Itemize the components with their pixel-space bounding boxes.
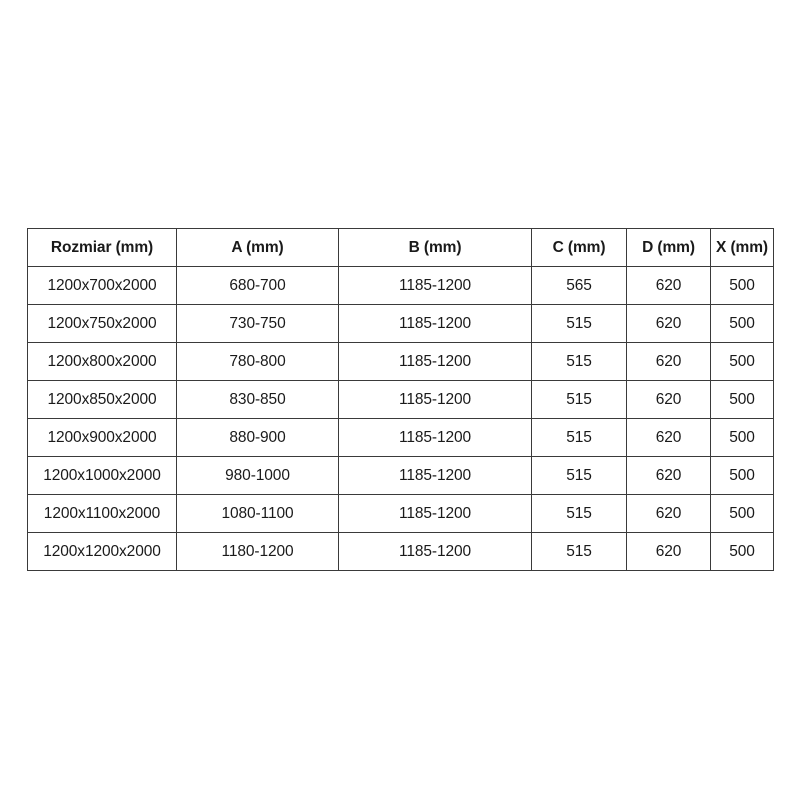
cell-c: 515 <box>531 342 627 381</box>
cell-a: 680-700 <box>176 266 339 305</box>
cell-d: 620 <box>626 532 711 571</box>
cell-x: 500 <box>710 266 774 305</box>
cell-size: 1200x750x2000 <box>27 304 177 343</box>
cell-b: 1185-1200 <box>338 494 532 533</box>
cell-d: 620 <box>626 418 711 457</box>
cell-size: 1200x1100x2000 <box>27 494 177 533</box>
cell-c: 565 <box>531 266 627 305</box>
cell-b: 1185-1200 <box>338 380 532 419</box>
dimensions-table: Rozmiar (mm) A (mm) B (mm) C (mm) D (mm)… <box>27 228 774 571</box>
cell-a: 1080-1100 <box>176 494 339 533</box>
column-header-a: A (mm) <box>176 228 339 267</box>
cell-b: 1185-1200 <box>338 342 532 381</box>
cell-d: 620 <box>626 380 711 419</box>
cell-a: 1180-1200 <box>176 532 339 571</box>
column-header-size: Rozmiar (mm) <box>27 228 177 267</box>
column-header-d: D (mm) <box>626 228 711 267</box>
cell-x: 500 <box>710 342 774 381</box>
cell-x: 500 <box>710 456 774 495</box>
cell-size: 1200x850x2000 <box>27 380 177 419</box>
dimensions-table-container: Rozmiar (mm) A (mm) B (mm) C (mm) D (mm)… <box>27 228 774 571</box>
table-row: 1200x1200x2000 1180-1200 1185-1200 515 6… <box>27 532 774 571</box>
cell-a: 880-900 <box>176 418 339 457</box>
cell-a: 980-1000 <box>176 456 339 495</box>
cell-d: 620 <box>626 266 711 305</box>
cell-d: 620 <box>626 342 711 381</box>
table-row: 1200x700x2000 680-700 1185-1200 565 620 … <box>27 266 774 305</box>
table-row: 1200x850x2000 830-850 1185-1200 515 620 … <box>27 380 774 419</box>
cell-d: 620 <box>626 456 711 495</box>
cell-x: 500 <box>710 418 774 457</box>
cell-c: 515 <box>531 418 627 457</box>
table-body: 1200x700x2000 680-700 1185-1200 565 620 … <box>27 266 774 571</box>
cell-b: 1185-1200 <box>338 532 532 571</box>
cell-a: 780-800 <box>176 342 339 381</box>
table-header-row: Rozmiar (mm) A (mm) B (mm) C (mm) D (mm)… <box>27 228 774 267</box>
cell-b: 1185-1200 <box>338 418 532 457</box>
cell-c: 515 <box>531 456 627 495</box>
cell-x: 500 <box>710 304 774 343</box>
table-header: Rozmiar (mm) A (mm) B (mm) C (mm) D (mm)… <box>27 228 774 267</box>
column-header-b: B (mm) <box>338 228 532 267</box>
cell-size: 1200x900x2000 <box>27 418 177 457</box>
cell-b: 1185-1200 <box>338 304 532 343</box>
column-header-c: C (mm) <box>531 228 627 267</box>
cell-c: 515 <box>531 494 627 533</box>
cell-a: 830-850 <box>176 380 339 419</box>
table-row: 1200x1100x2000 1080-1100 1185-1200 515 6… <box>27 494 774 533</box>
table-row: 1200x800x2000 780-800 1185-1200 515 620 … <box>27 342 774 381</box>
cell-x: 500 <box>710 380 774 419</box>
cell-size: 1200x1200x2000 <box>27 532 177 571</box>
table-row: 1200x900x2000 880-900 1185-1200 515 620 … <box>27 418 774 457</box>
cell-x: 500 <box>710 494 774 533</box>
table-row: 1200x1000x2000 980-1000 1185-1200 515 62… <box>27 456 774 495</box>
column-header-x: X (mm) <box>710 228 774 267</box>
cell-a: 730-750 <box>176 304 339 343</box>
cell-size: 1200x800x2000 <box>27 342 177 381</box>
cell-d: 620 <box>626 304 711 343</box>
cell-c: 515 <box>531 380 627 419</box>
cell-b: 1185-1200 <box>338 266 532 305</box>
cell-d: 620 <box>626 494 711 533</box>
cell-c: 515 <box>531 532 627 571</box>
cell-c: 515 <box>531 304 627 343</box>
table-row: 1200x750x2000 730-750 1185-1200 515 620 … <box>27 304 774 343</box>
cell-size: 1200x1000x2000 <box>27 456 177 495</box>
cell-x: 500 <box>710 532 774 571</box>
cell-b: 1185-1200 <box>338 456 532 495</box>
cell-size: 1200x700x2000 <box>27 266 177 305</box>
